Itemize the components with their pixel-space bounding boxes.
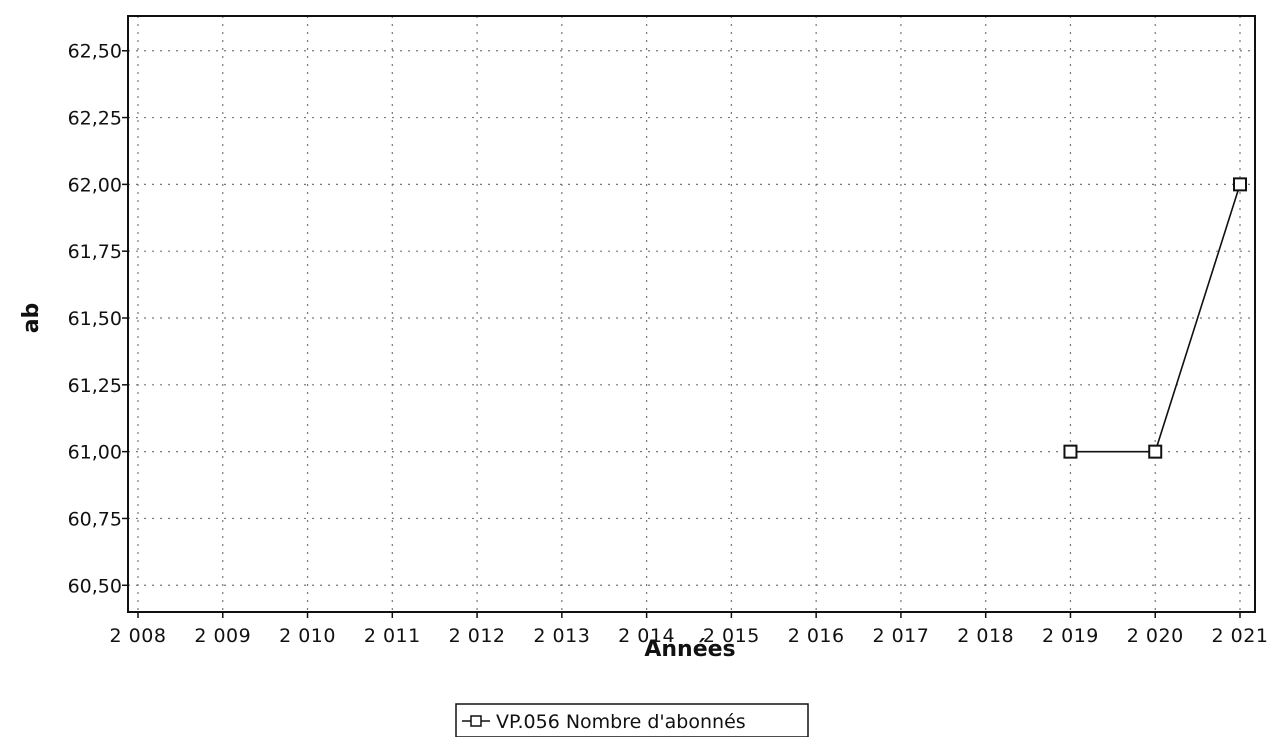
legend: VP.056 Nombre d'abonnés [455, 703, 809, 737]
x-tick-label: 2 008 [110, 625, 167, 647]
y-axis-title: ab [19, 303, 44, 334]
x-tick-label: 2 014 [618, 625, 675, 647]
y-axis: 62,50 62,25 62,00 61,75 61,50 61,25 61,00 60,75… [68, 41, 128, 597]
y-tick-label: 60,75 [68, 508, 122, 530]
x-tick-label: 2 019 [1042, 625, 1099, 647]
grid [128, 16, 1255, 612]
x-tick-label: 2 015 [703, 625, 760, 647]
series-layer [1063, 177, 1247, 459]
x-tick-label: 2 012 [449, 625, 506, 647]
x-tick-label: 2 011 [364, 625, 421, 647]
x-tick-label: 2 013 [533, 625, 590, 647]
legend-marker-icon [470, 715, 482, 727]
data-point-marker [1148, 444, 1163, 459]
y-tick-label: 61,00 [68, 442, 122, 464]
legend-box [455, 703, 809, 737]
x-tick-label: 2 017 [872, 625, 929, 647]
x-axis: 2 008 2 009 2 010 2 011 2 012 2 013 2 014 2 015… [110, 612, 1269, 647]
y-tick-label: 62,50 [68, 41, 122, 63]
y-tick-label: 62,00 [68, 174, 122, 196]
y-tick-label: 61,75 [68, 241, 122, 263]
data-point-marker [1233, 177, 1247, 192]
data-point-marker [1063, 444, 1078, 459]
y-tick-label: 61,25 [68, 375, 122, 397]
plot-area-frame [127, 15, 1256, 613]
y-tick-label: 61,50 [68, 308, 122, 330]
x-axis-title: Années [644, 637, 735, 662]
x-tick-label: 2 021 [1212, 625, 1269, 647]
legend-label: VP.056 Nombre d'abonnés [496, 711, 746, 733]
x-tick-label: 2 018 [957, 625, 1014, 647]
y-tick-label: 60,50 [68, 575, 122, 597]
x-tick-label: 2 009 [194, 625, 251, 647]
x-tick-label: 2 010 [279, 625, 336, 647]
y-tick-label: 62,25 [68, 108, 122, 130]
x-tick-label: 2 016 [788, 625, 845, 647]
x-tick-label: 2 020 [1127, 625, 1184, 647]
